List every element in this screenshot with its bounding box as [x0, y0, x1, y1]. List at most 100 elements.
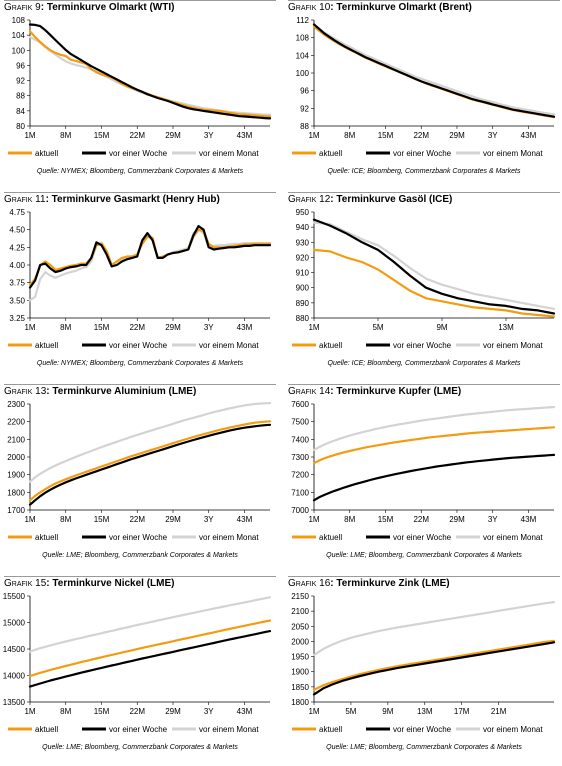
legend-label: aktuell	[35, 149, 58, 158]
y-tick-label: 108	[296, 34, 310, 43]
x-tick-label: 8M	[60, 707, 71, 716]
series-line-vor-einer-woche	[312, 453, 556, 502]
series-line-vor-einem-monat	[28, 596, 272, 653]
chart-title-text: Terminkurve Aluminium (LME)	[52, 386, 197, 397]
legend-label: vor einem Monat	[483, 341, 543, 350]
legend-label: vor einer Woche	[109, 725, 168, 734]
y-tick-label: 108	[12, 16, 26, 25]
series-line-vor-einem-monat	[28, 401, 272, 483]
y-tick-label: 1950	[291, 653, 309, 662]
chart-number: Grafik 12	[288, 194, 331, 205]
chart-number: Grafik 9	[4, 2, 41, 13]
x-tick-label: 43M	[237, 131, 253, 140]
y-tick-label: 104	[12, 31, 26, 40]
y-tick-label: 14000	[3, 672, 26, 681]
y-tick-label: 88	[300, 122, 309, 131]
x-tick-label: 43M	[237, 323, 253, 332]
legend-label: aktuell	[319, 341, 342, 350]
x-tick-label: 13M	[417, 707, 433, 716]
y-tick-label: 7100	[291, 488, 309, 497]
x-tick-label: 1M	[308, 707, 319, 716]
chart-title: Grafik 16: Terminkurve Zink (LME)	[288, 578, 450, 589]
x-tick-label: 22M	[129, 707, 145, 716]
chart-title: Grafik 11: Terminkurve Gasmarkt (Henry H…	[4, 194, 220, 205]
y-tick-label: 4.50	[9, 226, 25, 235]
y-tick-label: 7400	[291, 435, 309, 444]
legend-label: vor einer Woche	[109, 341, 168, 350]
chart-svg: 7000 7100 7200 7300 7400 7500 7600 1M 8M 15M 22M 29…	[291, 400, 556, 542]
y-tick-label: 1900	[7, 471, 25, 480]
y-tick-label: 1800	[7, 488, 25, 497]
chart-svg: 1700 1800 1900 2000 2100 2200 2300 1M 8M 15M 22M 29…	[7, 400, 272, 542]
series-line-vor-einem-monat	[28, 228, 272, 302]
chart-panel-henry-hub: Grafik 11: Terminkurve Gasmarkt (Henry H…	[4, 192, 276, 382]
chart-number: Grafik 10	[288, 2, 331, 13]
legend-label: vor einer Woche	[393, 533, 452, 542]
chart-source: Quelle: LME; Bloomberg, Commerzbank Corp…	[42, 744, 238, 751]
y-tick-label: 104	[296, 51, 310, 60]
x-tick-label: 43M	[237, 707, 253, 716]
x-tick-label: 21M	[491, 707, 507, 716]
y-tick-label: 950	[296, 208, 310, 217]
legend-label: vor einer Woche	[109, 149, 168, 158]
chart-panel-nickel: Grafik 15: Terminkurve Nickel (LME) 13500…	[3, 576, 276, 766]
x-tick-label: 22M	[129, 323, 145, 332]
x-tick-label: 15M	[378, 515, 394, 524]
chart-panel-aluminium: Grafik 13: Terminkurve Aluminium (LME) 17…	[4, 384, 276, 574]
x-tick-label: 5M	[372, 323, 383, 332]
x-tick-label: 8M	[344, 515, 355, 524]
x-tick-label: 29M	[165, 515, 181, 524]
x-tick-label: 1M	[24, 131, 35, 140]
x-tick-label: 17M	[454, 707, 470, 716]
y-tick-label: 1850	[291, 683, 309, 692]
chart-title: Grafik 10: Terminkurve Olmarkt (Brent)	[288, 2, 472, 13]
legend-label: vor einer Woche	[109, 533, 168, 542]
legend-label: vor einer Woche	[393, 149, 452, 158]
series-line-aktuell	[312, 426, 556, 465]
x-tick-label: 3Y	[204, 707, 214, 716]
chart-svg: 1800 1850 1900 1950 2000 2050 2100 2150 1M 5M 9M 13…	[291, 592, 556, 734]
panel-divider	[288, 384, 560, 385]
chart-panel-brent: Grafik 10: Terminkurve Olmarkt (Brent) 88…	[288, 0, 560, 190]
chart-svg: 880 890 900 910 920 930 940 950 1M 5M 9M 13M aktuell…	[292, 208, 556, 350]
y-tick-label: 880	[296, 314, 310, 323]
panel-divider	[288, 576, 560, 577]
series-line-vor-einer-woche	[28, 629, 272, 688]
series-line-aktuell	[28, 420, 272, 502]
series-line-vor-einem-monat	[28, 35, 272, 116]
chart-source: Quelle: NYMEX; Bloomberg, Commerzbank Co…	[36, 360, 244, 367]
chart-svg: 3.25 3.50 3.75 4.00 4.25 4.50 4.75 1M 8M 15M 22M 29…	[8, 208, 272, 350]
y-tick-label: 15000	[3, 619, 26, 628]
chart-title-text: Terminkurve Olmarkt (Brent)	[336, 2, 472, 13]
y-tick-label: 940	[296, 223, 310, 232]
y-tick-label: 2100	[291, 607, 309, 616]
x-tick-label: 9M	[382, 707, 393, 716]
x-tick-label: 15M	[378, 131, 394, 140]
x-tick-label: 3Y	[204, 323, 214, 332]
legend-label: vor einem Monat	[483, 149, 543, 158]
chart-title: Grafik 15: Terminkurve Nickel (LME)	[4, 578, 175, 589]
x-tick-label: 43M	[237, 515, 253, 524]
y-tick-label: 3.25	[9, 314, 25, 323]
x-tick-label: 8M	[344, 131, 355, 140]
y-tick-label: 96	[300, 87, 309, 96]
x-tick-label: 3Y	[488, 515, 498, 524]
y-tick-label: 4.75	[9, 208, 25, 217]
panel-divider	[4, 0, 276, 1]
series-line-vor-einem-monat	[312, 405, 556, 452]
y-tick-label: 910	[296, 269, 310, 278]
x-tick-label: 3Y	[204, 515, 214, 524]
chart-title-text: Terminkurve Nickel (LME)	[52, 578, 175, 589]
x-tick-label: 29M	[165, 131, 181, 140]
y-tick-label: 930	[296, 238, 310, 247]
series-line-aktuell	[28, 619, 272, 678]
chart-source: Quelle: ICE; Bloomberg, Commerzbank Corp…	[327, 168, 521, 175]
y-tick-label: 2200	[7, 418, 25, 427]
series-line-aktuell	[28, 30, 272, 118]
legend-label: aktuell	[35, 725, 58, 734]
x-tick-label: 43M	[521, 131, 537, 140]
chart-number: Grafik 15	[4, 578, 47, 589]
y-tick-label: 2000	[7, 453, 25, 462]
panel-divider	[288, 192, 560, 193]
